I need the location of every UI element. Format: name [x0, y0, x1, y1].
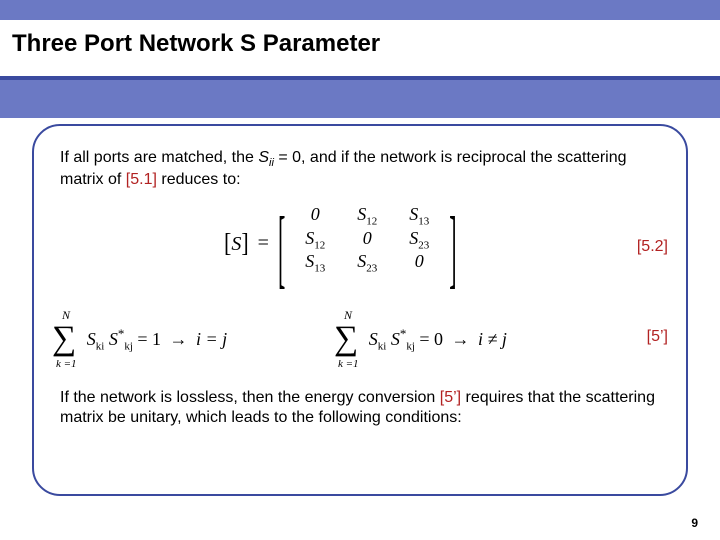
- matrix-cell: 0: [402, 251, 436, 275]
- lhs-open-bracket: [: [224, 230, 231, 256]
- matrix-cell: 0: [298, 204, 332, 228]
- matrix-lhs: [S]: [224, 232, 249, 256]
- matrix-eq: [S] = [ 0S12S13S120S23S13S230 ]: [224, 202, 457, 277]
- s2-t1s: ki: [378, 340, 387, 352]
- sum2-body: Ski S*kj = 0 → i ≠ j: [369, 326, 507, 353]
- p2-a: If the network is lossless, then the ene…: [60, 389, 440, 406]
- p1-a: If all ports are matched, the: [60, 149, 258, 166]
- eq-label-5-2: [5.2]: [637, 238, 668, 256]
- s2-t1: S: [369, 329, 378, 349]
- slide-title: Three Port Network S Parameter: [12, 30, 708, 58]
- s1-t2: S: [109, 329, 118, 349]
- matrix-cell: 0: [350, 228, 384, 252]
- s1-arrow: →: [170, 329, 188, 349]
- s2-arrow: →: [452, 329, 470, 349]
- sum-eq-2: ∑ N k =1 Ski S*kj = 0 → i ≠ j: [334, 320, 507, 358]
- matrix-rhs: [ 0S12S13S120S23S13S230 ]: [278, 202, 457, 277]
- sum-eq-1: ∑ N k =1 Ski S*kj = 1 → i = j: [52, 320, 227, 358]
- matrix-cell: S13: [402, 204, 436, 228]
- matrix-body: 0S12S13S120S23S13S230: [290, 202, 444, 277]
- s2-rhs: = 0: [419, 329, 443, 349]
- s1-t1: S: [87, 329, 96, 349]
- mat-close-bracket: ]: [449, 205, 456, 293]
- s2-t2s: kj: [406, 340, 415, 352]
- sigma1-bot: k =1: [56, 358, 77, 370]
- sum1-body: Ski S*kj = 1 → i = j: [87, 326, 227, 353]
- sigma-2: ∑ N k =1: [334, 320, 358, 358]
- sigma1-top: N: [62, 308, 70, 323]
- unitarity-equations: ∑ N k =1 Ski S*kj = 1 → i = j ∑ N k =1: [34, 314, 686, 370]
- sigma2-top: N: [344, 308, 352, 323]
- s1-t2s: kj: [124, 340, 133, 352]
- s2-cond: i ≠ j: [478, 329, 507, 349]
- s1-rhs: = 1: [137, 329, 161, 349]
- matrix-cell: S23: [350, 251, 384, 275]
- lhs-S: S: [231, 233, 241, 255]
- slide: Three Port Network S Parameter If all po…: [0, 0, 720, 540]
- matrix-row: 0 S12 S13: [298, 204, 436, 228]
- eq-label-5p: [5’]: [647, 328, 668, 346]
- matrix-row: S12 0 S23: [298, 228, 436, 252]
- paragraph-1: If all ports are matched, the Sii = 0, a…: [60, 148, 660, 191]
- title-box: Three Port Network S Parameter: [0, 20, 720, 80]
- matrix-cell: S13: [298, 251, 332, 275]
- p1-c: reduces to:: [157, 171, 241, 188]
- sigma2-bot: k =1: [338, 358, 359, 370]
- page-number: 9: [691, 516, 698, 530]
- p2-ref: [5’]: [440, 389, 461, 406]
- lhs-close-bracket: ]: [241, 230, 248, 256]
- matrix-cell: S12: [350, 204, 384, 228]
- s1-t1s: ki: [96, 340, 105, 352]
- p1-var: S: [258, 149, 269, 166]
- s2-star: *: [400, 326, 407, 341]
- content-box: If all ports are matched, the Sii = 0, a…: [32, 124, 688, 496]
- s1-star: *: [118, 326, 125, 341]
- s1-cond: i = j: [196, 329, 227, 349]
- p1-ref: [5.1]: [126, 171, 157, 188]
- matrix-cell: S12: [298, 228, 332, 252]
- sigma-1: ∑ N k =1: [52, 320, 76, 358]
- equation-matrix: [S] = [ 0S12S13S120S23S13S230 ] [5.2]: [34, 202, 686, 298]
- paragraph-2: If the network is lossless, then the ene…: [60, 388, 660, 429]
- matrix-equals: =: [258, 232, 269, 255]
- mat-open-bracket: [: [278, 205, 285, 293]
- s2-t2: S: [391, 329, 400, 349]
- matrix-row: S13 S23 0: [298, 251, 436, 275]
- matrix-cell: S23: [402, 228, 436, 252]
